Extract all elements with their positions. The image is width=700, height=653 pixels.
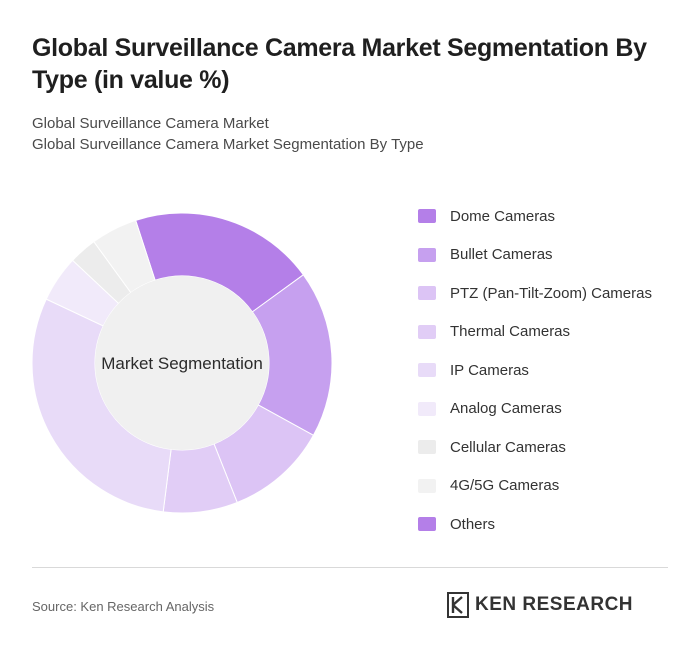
legend-item: Others (418, 505, 652, 544)
legend-label: Cellular Cameras (450, 438, 566, 456)
legend-item: IP Cameras (418, 351, 652, 390)
donut-center (95, 276, 269, 450)
legend-label: Bullet Cameras (450, 246, 553, 264)
donut-chart: Market Segmentation (31, 212, 333, 514)
legend-swatch (418, 209, 436, 224)
legend-item: Cellular Cameras (418, 428, 652, 467)
footer-divider (32, 567, 668, 568)
legend-swatch (418, 517, 436, 532)
legend-swatch (418, 324, 436, 339)
legend-swatch (418, 247, 436, 262)
source-note: Source: Ken Research Analysis (32, 599, 215, 614)
legend-swatch (418, 478, 436, 493)
legend-swatch (418, 363, 436, 378)
legend-label: Analog Cameras (450, 400, 562, 418)
chart-title: Global Surveillance Camera Market Segmen… (32, 34, 647, 94)
legend-label: Thermal Cameras (450, 323, 571, 341)
center-label: Market Segmentation (101, 354, 263, 373)
legend-label: PTZ (Pan-Tilt-Zoom) Cameras (450, 284, 652, 302)
legend-swatch (418, 401, 436, 416)
legend-label: Others (450, 515, 496, 533)
brand-logo: KEN RESEARCH (447, 592, 633, 618)
chart-legend: Dome Cameras Bullet Cameras PTZ (Pan-Tilt-… (418, 197, 652, 544)
ken-research-logo-icon (447, 592, 469, 618)
legend-item: Dome Cameras (418, 197, 652, 236)
legend-item: 4G/5G Cameras (418, 467, 652, 506)
subtitle-line-1: Global Surveillance Camera Market (32, 115, 269, 132)
legend-swatch (418, 440, 436, 455)
donut-slices (31, 212, 333, 514)
legend-label: Dome Cameras (450, 207, 556, 225)
legend-swatch (418, 286, 436, 301)
legend-item: Analog Cameras (418, 390, 652, 429)
legend-item: Thermal Cameras (418, 313, 652, 352)
brand-name: KEN RESEARCH (475, 594, 634, 615)
legend-item: Bullet Cameras (418, 236, 652, 275)
chart-subtitle: Global Surveillance Camera Market Global… (32, 113, 424, 155)
legend-label: 4G/5G Cameras (450, 477, 560, 495)
subtitle-line-2: Global Surveillance Camera Market Segmen… (32, 136, 424, 153)
legend-item: PTZ (Pan-Tilt-Zoom) Cameras (418, 274, 652, 313)
legend-label: IP Cameras (450, 361, 529, 379)
